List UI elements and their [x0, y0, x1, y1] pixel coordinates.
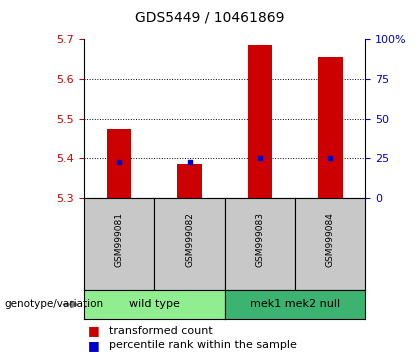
Text: GSM999081: GSM999081: [115, 212, 123, 267]
Text: GDS5449 / 10461869: GDS5449 / 10461869: [135, 11, 285, 25]
Bar: [318, 57, 343, 198]
Text: ■: ■: [88, 339, 100, 352]
Bar: [247, 45, 272, 198]
Text: wild type: wild type: [129, 299, 180, 309]
Text: mek1 mek2 null: mek1 mek2 null: [250, 299, 340, 309]
Text: GSM999084: GSM999084: [326, 212, 335, 267]
Text: GSM999083: GSM999083: [255, 212, 264, 267]
Text: GSM999082: GSM999082: [185, 212, 194, 267]
Text: transformed count: transformed count: [109, 326, 213, 336]
Text: percentile rank within the sample: percentile rank within the sample: [109, 340, 297, 350]
Text: ■: ■: [88, 325, 100, 337]
Bar: [177, 164, 202, 198]
Text: genotype/variation: genotype/variation: [4, 299, 103, 309]
Bar: [107, 129, 131, 198]
